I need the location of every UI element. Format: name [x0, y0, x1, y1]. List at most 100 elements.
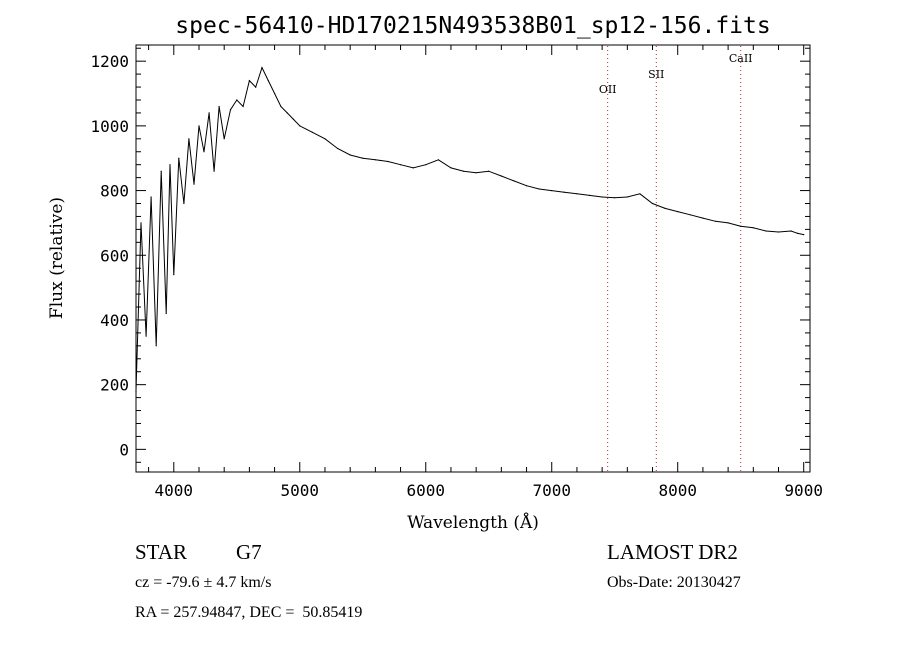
- spectrum-point: [500, 175, 502, 177]
- survey-label: LAMOST DR2: [607, 540, 738, 564]
- spectrum-point: [796, 232, 799, 234]
- y-tick-label: 400: [100, 311, 129, 330]
- spectrum-point: [450, 167, 452, 169]
- x-tick-label: 7000: [532, 481, 571, 500]
- y-tick-label: 1200: [90, 52, 129, 71]
- spectrum-point: [274, 92, 276, 95]
- spectrum-point: [255, 86, 257, 88]
- x-tick-label: 4000: [155, 481, 194, 500]
- spectrum-point: [236, 99, 238, 101]
- spectrum-point: [475, 172, 477, 174]
- chart-title: spec-56410-HD170215N493538B01_sp12-156.f…: [175, 13, 770, 39]
- spectrum-point: [400, 164, 402, 166]
- x-axis-label: Wavelength (Å): [407, 512, 539, 533]
- x-tick-label: 6000: [406, 481, 445, 500]
- spectrum-point: [203, 151, 205, 153]
- class-label: STAR: [135, 540, 187, 564]
- spectrum-line: [135, 66, 804, 392]
- spectrum-point: [513, 180, 515, 182]
- spectrum-point: [538, 188, 540, 190]
- spectrum-point: [349, 154, 351, 156]
- spectrum-point: [777, 231, 780, 233]
- spectrum-point: [311, 131, 313, 133]
- spectrum-point: [525, 185, 528, 187]
- y-tick-label: 200: [100, 376, 129, 395]
- annotation-label-sii: SII: [648, 68, 664, 81]
- annotation-label-oii: OII: [599, 83, 617, 96]
- spectrum-point: [412, 167, 414, 169]
- spectrum-point: [145, 335, 147, 337]
- spectrum-point: [286, 112, 288, 114]
- spectrum-point: [299, 125, 301, 127]
- x-tick-label: 8000: [658, 481, 697, 500]
- spectrum-point: [425, 164, 427, 166]
- spectrum-point: [463, 170, 465, 172]
- x-tick-label: 5000: [281, 481, 320, 500]
- y-tick-label: 600: [100, 246, 129, 265]
- spectrum-point: [551, 190, 553, 192]
- spectrum-point: [702, 217, 704, 219]
- spectrum-point: [740, 225, 742, 227]
- spectrum-point: [374, 159, 376, 161]
- spectrum-point: [160, 170, 162, 172]
- y-tick-label: 800: [100, 182, 129, 201]
- spectrum-point: [790, 230, 792, 232]
- spectrum-point: [689, 214, 691, 216]
- spectrum-point: [229, 109, 232, 111]
- spectrum-point: [588, 194, 591, 196]
- spectrum-point: [248, 80, 250, 82]
- spectrum-point: [324, 138, 326, 140]
- spectrum-point: [165, 312, 167, 315]
- spectrum-point: [714, 220, 717, 222]
- subclass-label: G7: [236, 540, 262, 564]
- spectrum-point: [218, 105, 220, 108]
- spectrum-point: [664, 207, 666, 209]
- spectrum-point: [198, 125, 200, 127]
- spectrum-point: [223, 138, 225, 140]
- y-tick-label: 0: [119, 440, 129, 459]
- spectrum-point: [362, 157, 364, 159]
- spectrum-point: [563, 191, 565, 193]
- plot-frame: [135, 44, 811, 473]
- spectrum-point: [614, 197, 616, 199]
- spectrum-point: [488, 170, 490, 172]
- spectrum-point: [169, 164, 171, 166]
- series-layer: [135, 66, 805, 392]
- spectrum-point: [183, 202, 185, 205]
- spectrum-point: [752, 227, 754, 229]
- spectrum-point: [765, 230, 767, 232]
- spectrum-point: [576, 193, 578, 195]
- spectrum-point: [188, 138, 190, 140]
- spectrum-point: [242, 105, 244, 108]
- y-axis-label: Flux (relative): [47, 197, 67, 319]
- spectrum-point: [280, 105, 282, 108]
- spectrum-point: [626, 196, 628, 198]
- spectrum-point: [173, 274, 175, 276]
- annotation-label-caii: CaII: [729, 52, 753, 65]
- spectrum-point: [437, 159, 439, 161]
- x-tick-label: 9000: [784, 481, 823, 500]
- redshift-readout: cz = -79.6 ± 4.7 km/s: [135, 574, 272, 591]
- spectrum-point: [803, 234, 805, 236]
- spectrum-point: [193, 183, 195, 185]
- spectrum-point: [639, 193, 641, 195]
- obs-date-readout: Obs-Date: 20130427: [607, 574, 741, 591]
- spectrum-point: [677, 211, 679, 213]
- spectrum-point: [178, 157, 180, 159]
- spectrum-point: [155, 345, 157, 347]
- spectrum-point: [150, 196, 152, 198]
- coordinates-readout: RA = 257.94847, DEC = 50.85419: [135, 604, 363, 621]
- tick-layer: 4000 5000 6000 7000 8000 9000 0 200 400 600 800 100…: [90, 45, 823, 500]
- spectrum-point: [727, 222, 729, 224]
- spectrum-point: [213, 170, 215, 172]
- spectrum-point: [292, 118, 295, 120]
- spectrum-point: [601, 196, 603, 198]
- y-tick-label: 1000: [90, 117, 129, 136]
- spectrum-point: [261, 67, 263, 69]
- spectrum-point: [337, 147, 339, 150]
- spectrum-point: [651, 202, 654, 205]
- annotation-layer: OII SII CaII: [599, 46, 753, 471]
- spectrum-point: [208, 112, 210, 114]
